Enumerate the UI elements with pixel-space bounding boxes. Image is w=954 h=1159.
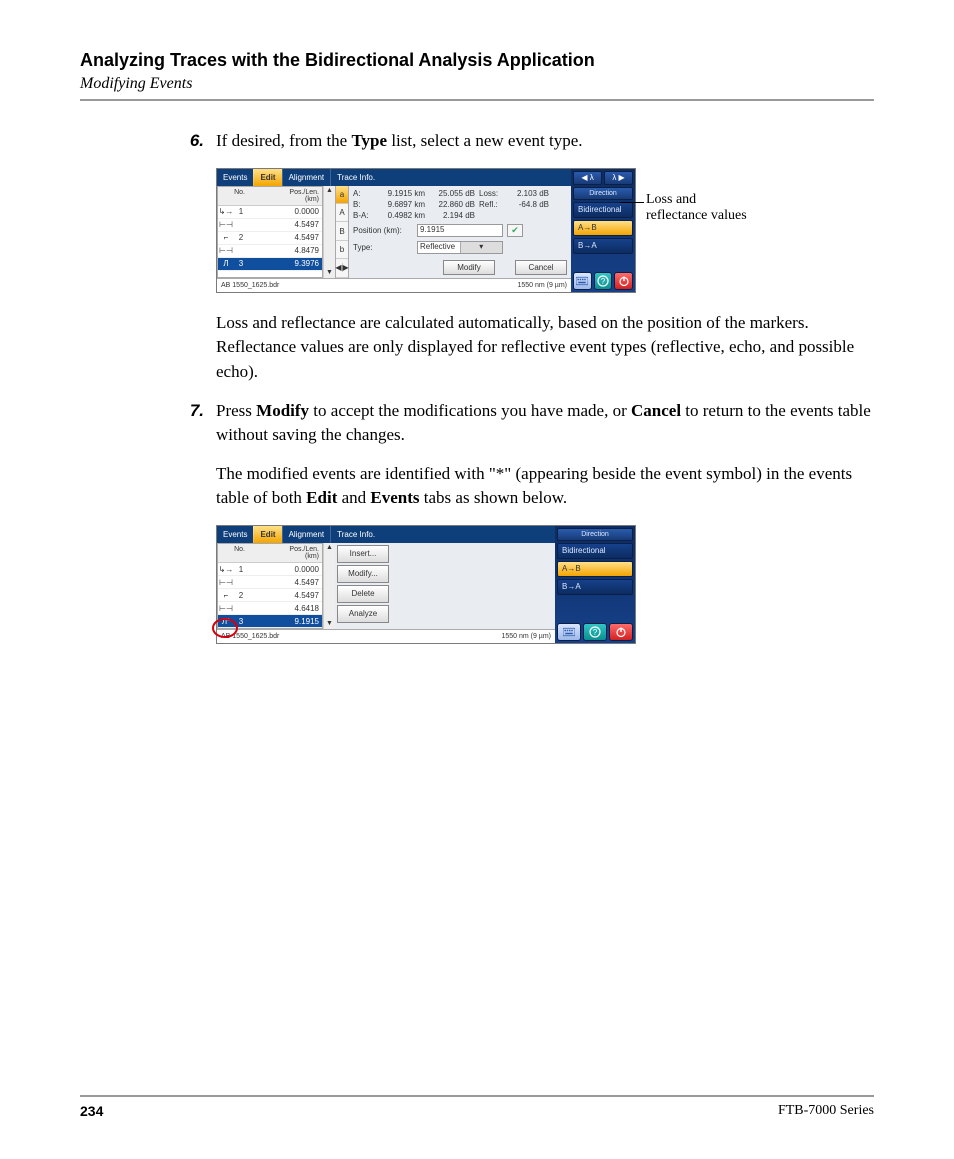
tab-trace-info[interactable]: Trace Info. bbox=[330, 526, 381, 543]
marker-b-lower[interactable]: b bbox=[336, 241, 348, 259]
main-tabs: Events Edit Alignment Trace Info. bbox=[217, 169, 571, 186]
table-row[interactable]: ⌐24.5497 bbox=[218, 589, 322, 602]
cancel-button[interactable]: Cancel bbox=[515, 260, 567, 275]
step-number: 7. bbox=[180, 399, 216, 424]
table-row[interactable]: ⊢⊣4.6418 bbox=[218, 602, 322, 615]
marker-a-lower[interactable]: a bbox=[336, 186, 348, 204]
step-text: If desired, from the Type list, select a… bbox=[216, 129, 874, 154]
table-row[interactable]: ⊢⊣4.5497 bbox=[218, 576, 322, 589]
action-column: Insert... Modify... Delete Analyze bbox=[335, 543, 391, 629]
status-file: AB 1550_1625.bdr bbox=[221, 282, 279, 289]
detail-pane: A:9.1915 km25.055 dBLoss:2.103 dB B:9.68… bbox=[349, 186, 571, 278]
marker-column: a A B b ◀ ▶ bbox=[335, 186, 349, 278]
table-scrollbar[interactable]: ▲▼ bbox=[323, 543, 335, 629]
step-7: 7. Press Modify to accept the modificati… bbox=[180, 399, 874, 448]
marker-b-upper[interactable]: B bbox=[336, 222, 348, 240]
table-row[interactable]: ↳→10.0000 bbox=[218, 206, 322, 219]
header-rule bbox=[80, 99, 874, 101]
power-icon[interactable] bbox=[614, 272, 633, 290]
table-row[interactable]: ⊢⊣4.5497 bbox=[218, 219, 322, 232]
step-6: 6. If desired, from the Type list, selec… bbox=[180, 129, 874, 154]
event-icon: ⊢⊣ bbox=[218, 246, 234, 255]
event-icon: ⊢⊣ bbox=[218, 220, 234, 229]
direction-label: Direction bbox=[557, 528, 633, 541]
event-icon: ⊢⊣ bbox=[218, 578, 234, 587]
confirm-check[interactable]: ✔ bbox=[507, 224, 523, 237]
step-text: Press Modify to accept the modifications… bbox=[216, 399, 874, 448]
page-number: 234 bbox=[80, 1103, 103, 1119]
event-icon: ⌐ bbox=[218, 233, 234, 242]
tab-alignment[interactable]: Alignment bbox=[282, 169, 331, 186]
modify-button[interactable]: Modify... bbox=[337, 565, 389, 583]
callout-loss-refl: Loss andreflectance values bbox=[646, 192, 747, 224]
tab-edit[interactable]: Edit bbox=[253, 169, 281, 186]
type-select[interactable]: Reflective▾ bbox=[417, 241, 503, 254]
page-subtitle: Modifying Events bbox=[80, 75, 874, 93]
refl-value: -64.8 dB bbox=[509, 200, 549, 209]
svg-text:?: ? bbox=[601, 277, 606, 286]
loss-value: 2.103 dB bbox=[509, 189, 549, 198]
side-panel: Direction Bidirectional A→B B→A ? bbox=[555, 526, 635, 643]
event-icon: ↳→ bbox=[218, 207, 234, 216]
position-input[interactable]: 9.1915 bbox=[417, 224, 503, 237]
tab-events[interactable]: Events bbox=[217, 526, 253, 543]
marker-next[interactable]: ▶ bbox=[342, 263, 349, 272]
step-number: 6. bbox=[180, 129, 216, 154]
power-icon[interactable] bbox=[609, 623, 633, 641]
svg-text:?: ? bbox=[593, 628, 598, 637]
table-row[interactable]: ⌐24.5497 bbox=[218, 232, 322, 245]
event-icon: ↳→ bbox=[218, 565, 234, 574]
event-icon: ⊢⊣ bbox=[218, 604, 234, 613]
events-table: No.Pos./Len. (km) ↳→10.0000⊢⊣4.5497⌐24.5… bbox=[217, 543, 323, 629]
dir-bidirectional[interactable]: Bidirectional bbox=[573, 202, 633, 218]
dir-b-to-a[interactable]: B→A bbox=[573, 238, 633, 254]
keyboard-icon[interactable] bbox=[557, 623, 581, 641]
keyboard-icon[interactable] bbox=[573, 272, 592, 290]
event-icon: ⌐ bbox=[218, 591, 234, 600]
tab-alignment[interactable]: Alignment bbox=[282, 526, 331, 543]
dir-a-to-b[interactable]: A→B bbox=[573, 220, 633, 236]
analyze-button[interactable]: Analyze bbox=[337, 605, 389, 623]
dir-b-to-a[interactable]: B→A bbox=[557, 579, 633, 595]
table-scrollbar[interactable]: ▲▼ bbox=[323, 186, 335, 278]
tab-trace-info[interactable]: Trace Info. bbox=[330, 169, 381, 186]
table-row[interactable]: Л*39.1915 bbox=[218, 615, 322, 628]
status-wavelength: 1550 nm (9 µm) bbox=[501, 633, 551, 640]
help-icon[interactable]: ? bbox=[594, 272, 613, 290]
table-row[interactable]: Л39.3976 bbox=[218, 258, 322, 271]
event-icon: Л* bbox=[218, 617, 234, 626]
delete-button[interactable]: Delete bbox=[337, 585, 389, 603]
status-wavelength: 1550 nm (9 µm) bbox=[517, 282, 567, 289]
main-tabs: Events Edit Alignment Trace Info. bbox=[217, 526, 555, 543]
direction-label: Direction bbox=[573, 187, 633, 200]
help-icon[interactable]: ? bbox=[583, 623, 607, 641]
status-file: AB 1550_1625.bdr bbox=[221, 633, 279, 640]
page-title: Analyzing Traces with the Bidirectional … bbox=[80, 50, 874, 71]
lambda-next[interactable]: λ ▶ bbox=[604, 171, 633, 185]
step7-para: The modified events are identified with … bbox=[216, 462, 874, 511]
product-series: FTB-7000 Series bbox=[778, 1103, 874, 1119]
page-footer: 234 FTB-7000 Series bbox=[80, 1095, 874, 1119]
screenshot-1: Events Edit Alignment Trace Info. No.Pos… bbox=[216, 168, 636, 293]
tab-edit[interactable]: Edit bbox=[253, 526, 281, 543]
events-table: No.Pos./Len. (km) ↳→10.0000⊢⊣4.5497⌐24.5… bbox=[217, 186, 323, 278]
table-row[interactable]: ↳→10.0000 bbox=[218, 563, 322, 576]
table-row[interactable]: ⊢⊣4.8479 bbox=[218, 245, 322, 258]
side-panel: ◀ λ λ ▶ Direction Bidirectional A→B B→A … bbox=[571, 169, 635, 292]
lambda-prev[interactable]: ◀ λ bbox=[573, 171, 602, 185]
screenshot-2: Events Edit Alignment Trace Info. No.Pos… bbox=[216, 525, 636, 644]
dir-a-to-b[interactable]: A→B bbox=[557, 561, 633, 577]
insert-button[interactable]: Insert... bbox=[337, 545, 389, 563]
modify-button[interactable]: Modify bbox=[443, 260, 495, 275]
dir-bidirectional[interactable]: Bidirectional bbox=[557, 543, 633, 559]
event-icon: Л bbox=[218, 259, 234, 268]
step6-para: Loss and reflectance are calculated auto… bbox=[216, 311, 874, 385]
tab-events[interactable]: Events bbox=[217, 169, 253, 186]
marker-a-upper[interactable]: A bbox=[336, 204, 348, 222]
